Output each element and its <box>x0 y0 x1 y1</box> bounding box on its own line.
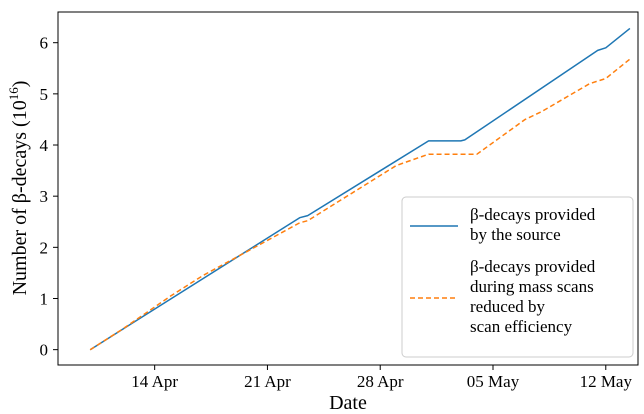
series-line-source <box>89 27 631 351</box>
legend-label-source-line-1: β-decays provided <box>470 205 596 224</box>
legend-label-scans-line-4: scan efficiency <box>470 317 573 336</box>
y-axis-label-close: ) <box>9 81 31 88</box>
y-tick-label-6: 6 <box>40 34 49 53</box>
x-tick-label-0: 14 Apr <box>131 372 178 391</box>
legend-label-scans-line-2: during mass scans <box>470 277 594 296</box>
plot-frame <box>57 11 639 366</box>
series-line-scans <box>89 58 631 351</box>
legend-label-source: β-decays provided by the source <box>470 205 600 244</box>
y-tick-label-0: 0 <box>40 341 49 360</box>
y-tick-label-2: 2 <box>40 238 49 257</box>
x-axis: 14 Apr 21 Apr 28 Apr 05 May 12 May <box>131 365 632 391</box>
legend-label-source-line-2: by the source <box>470 225 561 244</box>
plot-lines <box>89 27 631 351</box>
y-axis-label-main: Number of β-decays (10 <box>9 100 31 295</box>
legend: β-decays provided by the source β-decays… <box>401 196 634 358</box>
x-tick-label-2: 28 Apr <box>357 372 404 391</box>
legend-box <box>401 196 634 358</box>
y-tick-label-5: 5 <box>40 85 49 104</box>
legend-label-scans-line-3: reduced by <box>470 297 546 316</box>
y-axis: 0 1 2 3 4 5 6 <box>40 34 58 360</box>
y-tick-label-1: 1 <box>40 289 49 308</box>
legend-label-scans: β-decays provided during mass scans redu… <box>470 257 600 336</box>
x-tick-label-4: 12 May <box>580 372 633 391</box>
x-tick-label-1: 21 Apr <box>244 372 291 391</box>
y-tick-label-3: 3 <box>40 187 49 206</box>
legend-label-scans-line-1: β-decays provided <box>470 257 596 276</box>
y-axis-label-exponent: 16 <box>6 87 21 101</box>
x-axis-label: Date <box>329 392 367 414</box>
y-tick-label-4: 4 <box>40 136 49 155</box>
y-axis-label: Number of β-decays (1016) <box>6 81 31 296</box>
x-tick-label-3: 05 May <box>467 372 520 391</box>
